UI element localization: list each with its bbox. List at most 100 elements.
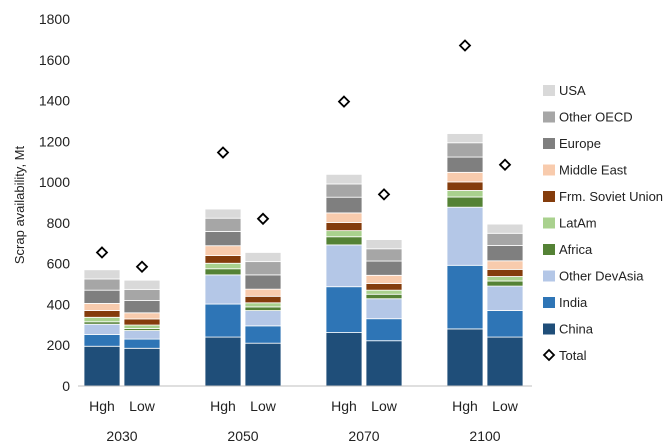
legend-item: Africa <box>543 242 593 257</box>
bar-segment <box>486 310 524 338</box>
bar-segment <box>244 310 282 327</box>
y-tick-label: 1800 <box>39 11 70 27</box>
legend-marker <box>542 348 556 362</box>
bar-segment <box>123 347 161 387</box>
bar-segment <box>83 289 121 304</box>
bar-segment <box>365 260 403 276</box>
bar-segment <box>204 255 242 264</box>
legend-item: Other DevAsia <box>543 269 644 284</box>
bar-segment <box>325 332 363 387</box>
total-marker <box>135 260 149 273</box>
y-tick-label: 1200 <box>39 133 70 149</box>
bar-segment <box>446 328 484 387</box>
legend-item: Total <box>542 348 587 363</box>
bar-segment <box>486 285 524 311</box>
bar-segment <box>486 280 524 287</box>
x-tick-label: Hgh <box>210 398 236 414</box>
x-group-label: 2030 <box>106 428 137 443</box>
legend-label: Other OECD <box>559 110 633 125</box>
bar-segment <box>446 156 484 173</box>
total-marker <box>256 212 270 226</box>
bar-segment <box>123 318 161 326</box>
bar-segment <box>123 338 161 349</box>
bar-segment <box>83 269 121 280</box>
bar-segment <box>244 325 282 344</box>
bar-segment <box>446 264 484 330</box>
total-marker <box>95 246 109 259</box>
bar-segment <box>83 323 121 335</box>
y-tick-label: 200 <box>47 337 71 353</box>
x-tick-label: Hgh <box>452 398 478 414</box>
bar-segment <box>83 334 121 347</box>
bar-segment <box>325 196 363 214</box>
bar-segment <box>365 283 403 291</box>
legend-label: China <box>559 322 594 337</box>
bar-segment <box>486 245 524 262</box>
legend-label: Total <box>559 348 587 363</box>
legend-item: Frm. Soviet Union <box>543 189 663 204</box>
bar-segment <box>204 262 242 270</box>
bar-segment <box>244 274 282 290</box>
bar-segment <box>486 260 524 270</box>
x-tick-label: Hgh <box>89 398 115 414</box>
legend-item: USA <box>543 83 586 98</box>
legend-item: China <box>543 322 594 337</box>
x-group-label: 2070 <box>348 428 379 443</box>
bar-segment <box>204 303 242 338</box>
bar-segment <box>83 303 121 311</box>
bar-segment <box>486 336 524 387</box>
legend-label: Other DevAsia <box>559 269 644 284</box>
x-tick-label: Low <box>250 398 277 414</box>
bar-segment <box>446 181 484 191</box>
legend-swatch <box>543 111 555 123</box>
total-marker <box>458 39 472 52</box>
bar-segment <box>83 345 121 387</box>
legend-swatch <box>543 85 555 96</box>
legend-swatch <box>543 138 555 149</box>
bar-segment <box>446 171 484 183</box>
bar-segment <box>486 223 524 234</box>
total-marker <box>498 158 512 172</box>
legend-label: Frm. Soviet Union <box>559 189 663 204</box>
bar-segment <box>123 279 161 290</box>
x-group-label: 2050 <box>227 428 258 443</box>
legend-item: LatAm <box>543 216 597 231</box>
bar-segment <box>486 232 524 246</box>
bar-segment <box>446 133 484 144</box>
total-markers <box>95 39 512 273</box>
bar-segment <box>204 231 242 247</box>
bar-segment <box>204 268 242 276</box>
x-axis: Hgh Low Hgh Low Hgh Low Hgh Low 2030 2050 2070 2100 <box>78 385 532 443</box>
bar-segment <box>325 286 363 333</box>
bar-segment <box>325 173 363 185</box>
legend-item: Other OECD <box>543 110 633 125</box>
legend-item: India <box>543 295 588 310</box>
bar-segment <box>244 261 282 276</box>
bar-segment <box>325 230 363 238</box>
bar-segment <box>123 324 161 329</box>
total-marker <box>377 188 391 201</box>
legend: USA Other OECD Europe Middle East Frm. Sovie… <box>542 83 663 363</box>
bar-segment <box>365 289 403 295</box>
y-axis: 0 200 400 600 800 1000 1200 1400 1600 1800 <box>39 11 70 394</box>
x-group-label: 2100 <box>469 428 500 443</box>
bar-segment <box>325 222 363 232</box>
legend-label: Middle East <box>559 163 627 178</box>
bar-segment <box>325 236 363 246</box>
bar-segment <box>83 316 121 323</box>
bar-segment <box>365 293 403 300</box>
bar-segment <box>365 248 403 262</box>
y-tick-label: 800 <box>47 215 71 231</box>
bar-segment <box>204 208 242 219</box>
legend-swatch <box>543 270 555 282</box>
bar-segment <box>365 318 403 342</box>
bar-segment <box>486 268 524 277</box>
total-marker <box>216 146 230 159</box>
bar-segment <box>446 142 484 158</box>
y-tick-label: 1600 <box>39 52 70 68</box>
legend-label: Europe <box>559 136 601 151</box>
x-tick-label: Low <box>492 398 519 414</box>
total-marker <box>337 95 351 108</box>
y-axis-label: Scrap availability, Mt <box>12 145 27 264</box>
legend-item: Europe <box>543 136 601 151</box>
